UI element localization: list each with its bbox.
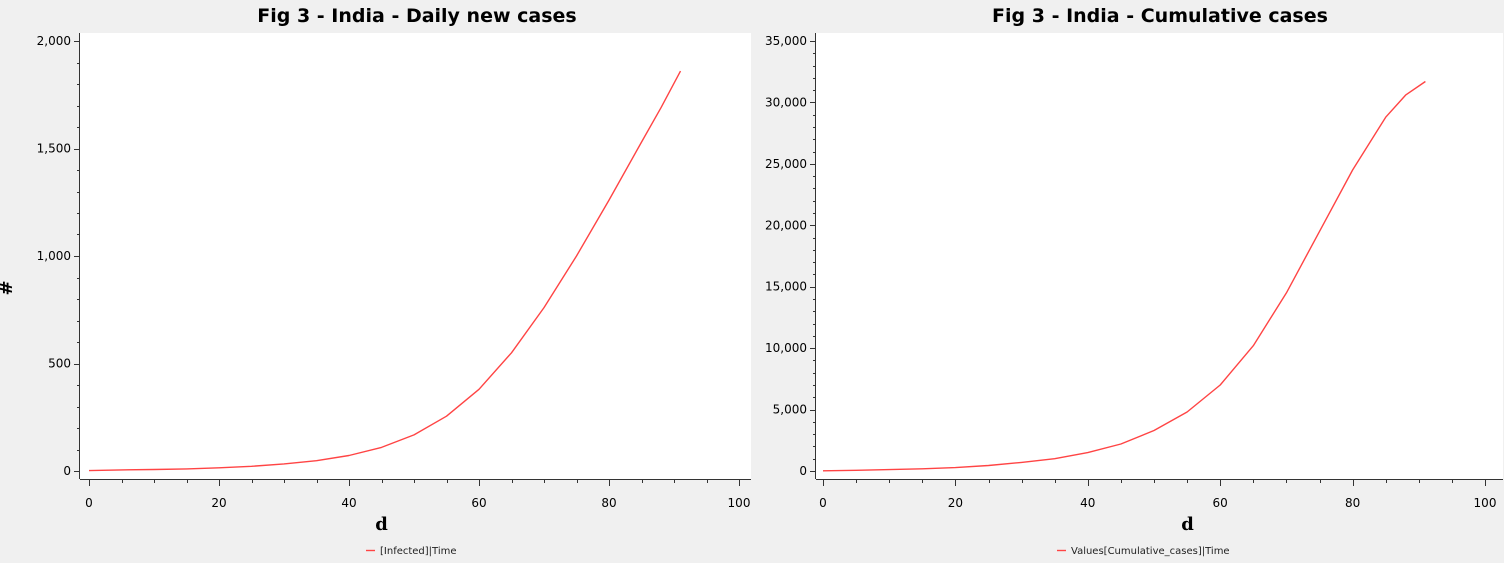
chart-panel-daily: Fig 3 - India - Daily new cases 0 500 1,000… bbox=[0, 5, 751, 557]
daily-plot-area bbox=[80, 33, 751, 479]
cumulative-x-axis-label: d bbox=[1181, 514, 1194, 535]
daily-x-axis-label: d bbox=[375, 514, 388, 535]
cumulative-x-tick-label: 40 bbox=[1080, 496, 1095, 510]
cumulative-x-tick-label: 60 bbox=[1213, 496, 1228, 510]
cumulative-y-tick-label: 35,000 bbox=[765, 34, 807, 48]
cumulative-y-tick-label: 5,000 bbox=[773, 403, 807, 417]
cumulative-series-line bbox=[822, 80, 1426, 472]
chart-cumulative-cases: Fig 3 - India - Cumulative cases 0 5,000 10… bbox=[765, 5, 1503, 557]
daily-y-tick-label: 0 bbox=[63, 464, 71, 478]
cumulative-legend: Values[Cumulative_cases]|Time bbox=[1057, 546, 1230, 557]
cumulative-x-tick-label: 0 bbox=[819, 496, 827, 510]
daily-x-tick-label: 80 bbox=[601, 496, 616, 510]
daily-y-tick-label: 1,000 bbox=[37, 249, 71, 263]
chart-panel-cumulative: Fig 3 - India - Cumulative cases 0 5,000 10… bbox=[752, 0, 1504, 563]
daily-y-axis-label: # bbox=[0, 280, 17, 295]
daily-x-tick-label: 100 bbox=[728, 496, 751, 510]
daily-y-tick-label: 2,000 bbox=[37, 34, 71, 48]
cumulative-y-tick-label: 15,000 bbox=[765, 280, 807, 294]
cumulative-plot-area bbox=[816, 33, 1503, 479]
daily-y-tick-label: 1,500 bbox=[37, 142, 71, 156]
cumulative-x-tick-label: 80 bbox=[1345, 496, 1360, 510]
daily-chart-title: Fig 3 - India - Daily new cases bbox=[257, 5, 576, 27]
daily-series-line bbox=[88, 70, 682, 472]
cumulative-y-tick-label: 30,000 bbox=[765, 95, 807, 109]
cumulative-y-tick-label: 0 bbox=[799, 464, 807, 478]
cumulative-chart-title: Fig 3 - India - Cumulative cases bbox=[992, 5, 1328, 27]
cumulative-legend-label: Values[Cumulative_cases]|Time bbox=[1071, 546, 1230, 557]
cumulative-y-tick-label: 10,000 bbox=[765, 341, 807, 355]
cumulative-y-tick-label: 20,000 bbox=[765, 218, 807, 232]
cumulative-x-tick-label: 20 bbox=[948, 496, 963, 510]
daily-x-tick-label: 20 bbox=[211, 496, 226, 510]
cumulative-x-tick-label: 100 bbox=[1474, 496, 1497, 510]
daily-legend-label: [Infected]|Time bbox=[380, 546, 457, 557]
daily-x-tick-label: 0 bbox=[85, 496, 93, 510]
daily-y-tick-label: 500 bbox=[48, 357, 71, 371]
daily-legend: [Infected]|Time bbox=[366, 546, 457, 557]
chart-daily-new-cases: Fig 3 - India - Daily new cases 0 500 1,000… bbox=[0, 5, 751, 557]
cumulative-y-tick-label: 25,000 bbox=[765, 157, 807, 171]
daily-x-tick-label: 40 bbox=[341, 496, 356, 510]
daily-x-tick-label: 60 bbox=[471, 496, 486, 510]
